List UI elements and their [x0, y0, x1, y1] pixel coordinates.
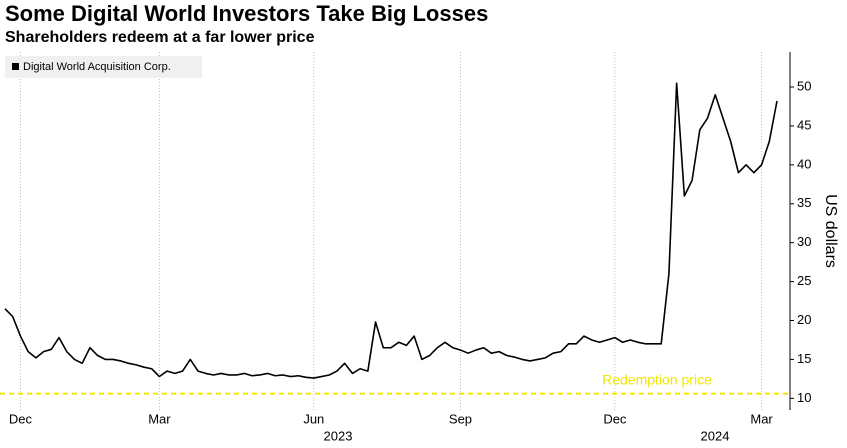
y-tick-label: 15 — [797, 351, 811, 366]
plot-background — [0, 52, 790, 410]
y-tick-label: 35 — [797, 195, 811, 210]
y-tick-label: 10 — [797, 390, 811, 405]
year-label: 2023 — [324, 428, 353, 443]
x-tick-label: Sep — [449, 411, 472, 426]
y-tick-label: 50 — [797, 78, 811, 93]
year-label: 2024 — [701, 428, 730, 443]
x-tick-label: Dec — [603, 411, 627, 426]
y-tick-label: 25 — [797, 273, 811, 288]
chart-title: Some Digital World Investors Take Big Lo… — [5, 1, 488, 26]
y-tick-label: 30 — [797, 234, 811, 249]
x-tick-label: Jun — [303, 411, 324, 426]
legend-label: Digital World Acquisition Corp. — [23, 61, 171, 73]
chart-subtitle: Shareholders redeem at a far lower price — [5, 29, 315, 46]
y-tick-label: 40 — [797, 156, 811, 171]
x-tick-label: Dec — [9, 411, 33, 426]
line-series — [4, 82, 778, 379]
reference-label: Redemption price — [602, 371, 712, 387]
y-tick-label: 45 — [797, 117, 811, 132]
legend-swatch — [12, 63, 19, 70]
x-tick-label: Mar — [750, 411, 773, 426]
y-tick-label: 20 — [797, 312, 811, 327]
legend-box — [5, 56, 202, 78]
x-tick-label: Mar — [148, 411, 171, 426]
y-axis-label: US dollars — [822, 194, 839, 268]
